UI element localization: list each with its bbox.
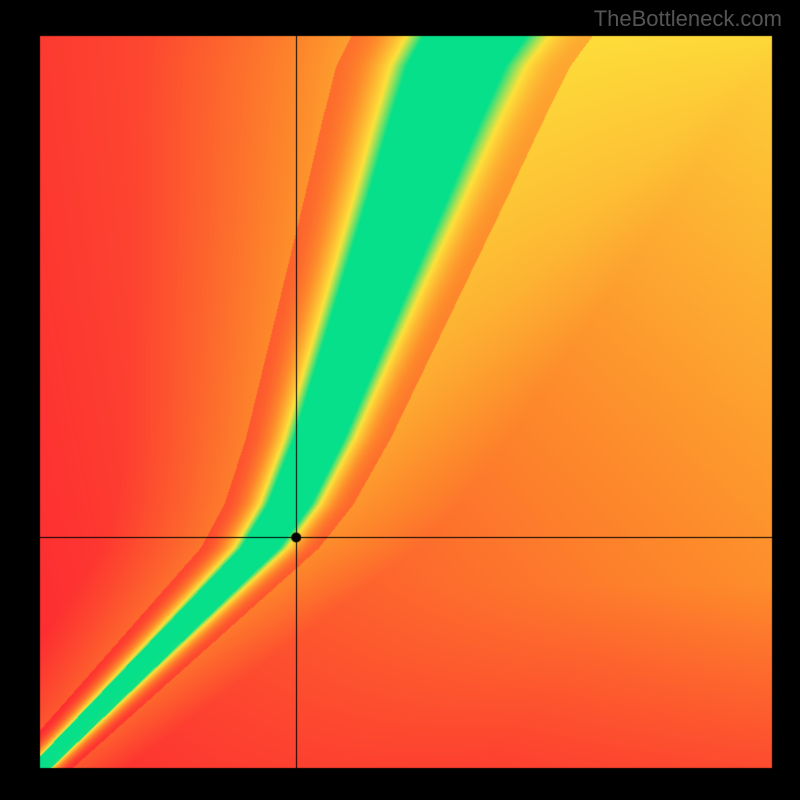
- heatmap-canvas: [0, 0, 800, 800]
- chart-container: TheBottleneck.com: [0, 0, 800, 800]
- heatmap-canvas-wrap: [0, 0, 800, 800]
- watermark-text: TheBottleneck.com: [594, 6, 782, 32]
